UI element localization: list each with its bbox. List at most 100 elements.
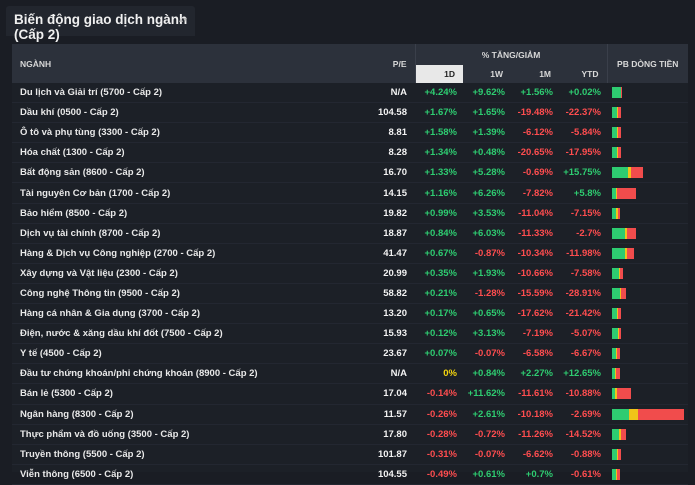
pe-value: 11.57 xyxy=(367,404,415,424)
change-ytd: +15.75% xyxy=(559,163,607,183)
change-1d: 0% xyxy=(415,364,463,384)
change-1w: +2.61% xyxy=(463,404,511,424)
sector-table: NGÀNH P/E % TĂNG/GIẢM PB DÒNG TIỀN 1D 1W… xyxy=(12,44,688,485)
change-1w: -0.87% xyxy=(463,243,511,263)
table-row[interactable]: Điện, nước & xăng dầu khí đốt (7500 - Cấ… xyxy=(12,324,688,344)
table-row[interactable]: Bảo hiểm (8500 - Cấp 2)19.82+0.99%+3.53%… xyxy=(12,203,688,223)
money-flow-bar xyxy=(612,228,688,239)
change-ytd: -2.7% xyxy=(559,223,607,243)
flow-green-segment xyxy=(612,248,625,259)
change-ytd: -0.61% xyxy=(559,464,607,484)
change-1m: -11.61% xyxy=(511,384,559,404)
col-header-flow[interactable]: PB DÒNG TIỀN xyxy=(607,44,688,83)
col-header-1m[interactable]: 1M xyxy=(511,65,559,83)
sector-name: Ô tô và phụ tùng (3300 - Cấp 2) xyxy=(12,123,367,143)
change-1d: -0.26% xyxy=(415,404,463,424)
change-1m: +0.7% xyxy=(511,464,559,484)
change-1m: -20.65% xyxy=(511,143,559,163)
table-row[interactable]: Ô tô và phụ tùng (3300 - Cấp 2)8.81+1.58… xyxy=(12,123,688,143)
table-row[interactable]: Truyền thông (5500 - Cấp 2)101.87-0.31%-… xyxy=(12,444,688,464)
table-row[interactable]: Công nghệ Thông tin (9500 - Cấp 2)58.82+… xyxy=(12,283,688,303)
table-row[interactable]: Bán lẻ (5300 - Cấp 2)17.04-0.14%+11.62%-… xyxy=(12,384,688,404)
change-ytd: -7.58% xyxy=(559,263,607,283)
change-1m: -6.62% xyxy=(511,444,559,464)
table-row[interactable]: Y tế (4500 - Cấp 2)23.67+0.07%-0.07%-6.5… xyxy=(12,344,688,364)
table-row[interactable]: Hóa chất (1300 - Cấp 2)8.28+1.34%+0.48%-… xyxy=(12,143,688,163)
change-ytd: -10.88% xyxy=(559,384,607,404)
change-1m: -11.33% xyxy=(511,223,559,243)
money-flow-cell xyxy=(607,364,688,384)
change-1d: +0.35% xyxy=(415,263,463,283)
col-header-1w[interactable]: 1W xyxy=(463,65,511,83)
flow-green-segment xyxy=(612,167,628,178)
table-row[interactable]: Xây dựng và Vật liệu (2300 - Cấp 2)20.99… xyxy=(12,263,688,283)
sector-name: Thực phẩm và đồ uống (3500 - Cấp 2) xyxy=(12,424,367,444)
table-row[interactable]: Ngân hàng (8300 - Cấp 2)11.57-0.26%+2.61… xyxy=(12,404,688,424)
money-flow-cell xyxy=(607,163,688,183)
table-row[interactable]: Hàng cá nhân & Gia dụng (3700 - Cấp 2)13… xyxy=(12,304,688,324)
table-row[interactable]: Dịch vụ tài chính (8700 - Cấp 2)18.87+0.… xyxy=(12,223,688,243)
change-1d: +0.07% xyxy=(415,344,463,364)
flow-red-segment xyxy=(620,268,623,279)
change-1w: +5.28% xyxy=(463,163,511,183)
flow-red-segment xyxy=(638,409,684,420)
col-header-1d[interactable]: 1D xyxy=(415,65,463,83)
table-row[interactable]: Du lịch và Giải trí (5700 - Cấp 2)N/A+4.… xyxy=(12,83,688,103)
money-flow-cell xyxy=(607,384,688,404)
sector-name: Hóa chất (1300 - Cấp 2) xyxy=(12,143,367,163)
change-1d: +1.67% xyxy=(415,103,463,123)
money-flow-bar xyxy=(612,348,688,359)
money-flow-bar xyxy=(612,409,688,420)
sector-table-panel: NGÀNH P/E % TĂNG/GIẢM PB DÒNG TIỀN 1D 1W… xyxy=(12,44,688,472)
pe-value: 58.82 xyxy=(367,283,415,303)
money-flow-bar xyxy=(612,388,688,399)
flow-yellow-segment xyxy=(629,409,638,420)
col-header-sector[interactable]: NGÀNH xyxy=(12,44,367,83)
sector-name: Ngân hàng (8300 - Cấp 2) xyxy=(12,404,367,424)
pe-value: 41.47 xyxy=(367,243,415,263)
change-ytd: +5.8% xyxy=(559,183,607,203)
col-header-ytd[interactable]: YTD xyxy=(559,65,607,83)
table-row[interactable]: Dầu khí (0500 - Cấp 2)104.58+1.67%+1.65%… xyxy=(12,103,688,123)
change-1d: +0.21% xyxy=(415,283,463,303)
table-row[interactable]: Đầu tư chứng khoán/phi chứng khoán (8900… xyxy=(12,364,688,384)
table-row[interactable]: Tài nguyên Cơ bản (1700 - Cấp 2)14.15+1.… xyxy=(12,183,688,203)
change-1w: +0.65% xyxy=(463,304,511,324)
change-1m: +1.56% xyxy=(511,83,559,103)
pe-value: 8.28 xyxy=(367,143,415,163)
change-1w: +3.53% xyxy=(463,203,511,223)
money-flow-cell xyxy=(607,444,688,464)
sector-name: Hàng & Dịch vụ Công nghiệp (2700 - Cấp 2… xyxy=(12,243,367,263)
change-1m: +2.27% xyxy=(511,364,559,384)
panel-title-tab[interactable]: Biến động giao dịch ngành (Cấp 2) ▴▾ xyxy=(6,6,195,36)
change-1m: -7.82% xyxy=(511,183,559,203)
money-flow-cell xyxy=(607,404,688,424)
money-flow-bar xyxy=(612,469,688,480)
flow-red-segment xyxy=(618,127,621,138)
table-row[interactable]: Hàng & Dịch vụ Công nghiệp (2700 - Cấp 2… xyxy=(12,243,688,263)
sector-name: Du lịch và Giải trí (5700 - Cấp 2) xyxy=(12,83,367,103)
sort-caret-icon[interactable]: ▴▾ xyxy=(179,15,187,24)
money-flow-cell xyxy=(607,464,688,484)
change-1d: -0.31% xyxy=(415,444,463,464)
money-flow-cell xyxy=(607,103,688,123)
table-row[interactable]: Viễn thông (6500 - Cấp 2)104.55-0.49%+0.… xyxy=(12,464,688,484)
money-flow-cell xyxy=(607,83,688,103)
money-flow-cell xyxy=(607,183,688,203)
change-1d: -0.28% xyxy=(415,424,463,444)
flow-green-segment xyxy=(612,87,621,98)
change-1m: -11.04% xyxy=(511,203,559,223)
change-1w: +6.26% xyxy=(463,183,511,203)
table-row[interactable]: Bất động sản (8600 - Cấp 2)16.70+1.33%+5… xyxy=(12,163,688,183)
change-ytd: -21.42% xyxy=(559,304,607,324)
table-row[interactable]: Thực phẩm và đồ uống (3500 - Cấp 2)17.80… xyxy=(12,424,688,444)
pe-value: 13.20 xyxy=(367,304,415,324)
flow-red-segment xyxy=(619,328,622,339)
flow-red-segment xyxy=(618,107,621,118)
col-header-pe[interactable]: P/E xyxy=(367,44,415,83)
sector-name: Hàng cá nhân & Gia dụng (3700 - Cấp 2) xyxy=(12,304,367,324)
money-flow-cell xyxy=(607,263,688,283)
pe-value: 8.81 xyxy=(367,123,415,143)
change-1d: +1.16% xyxy=(415,183,463,203)
money-flow-bar xyxy=(612,208,688,219)
